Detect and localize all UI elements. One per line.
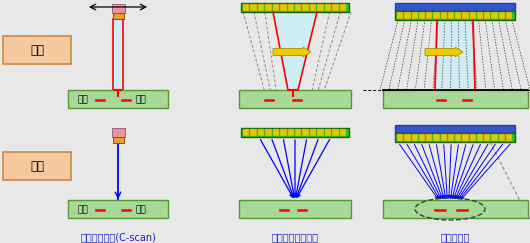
Bar xyxy=(251,129,257,136)
Text: 送信: 送信 xyxy=(30,43,44,57)
Bar xyxy=(426,12,432,19)
Bar xyxy=(243,4,250,11)
Text: 受信: 受信 xyxy=(30,159,44,173)
Bar xyxy=(112,137,123,143)
Bar xyxy=(477,12,483,19)
Bar xyxy=(426,134,432,141)
Bar xyxy=(3,36,71,64)
Bar xyxy=(241,128,349,137)
Bar xyxy=(404,134,411,141)
Bar xyxy=(3,152,71,180)
Text: 単眼プローブ(C-scan): 単眼プローブ(C-scan) xyxy=(80,232,156,242)
Bar xyxy=(340,129,346,136)
Bar xyxy=(295,129,302,136)
Bar xyxy=(280,4,287,11)
Bar xyxy=(112,13,123,19)
Bar xyxy=(340,4,346,11)
FancyArrow shape xyxy=(425,47,463,57)
Bar xyxy=(68,200,168,218)
Bar xyxy=(484,12,490,19)
Text: 欠陥: 欠陥 xyxy=(136,95,147,104)
Bar xyxy=(288,4,294,11)
Bar xyxy=(295,4,302,11)
Bar xyxy=(448,134,454,141)
Bar xyxy=(484,134,490,141)
Bar xyxy=(419,12,425,19)
Bar xyxy=(310,4,316,11)
Bar xyxy=(395,3,515,11)
Bar xyxy=(433,12,439,19)
Bar xyxy=(404,12,411,19)
Polygon shape xyxy=(113,19,123,90)
Bar xyxy=(258,129,264,136)
Polygon shape xyxy=(435,20,475,90)
Bar xyxy=(419,134,425,141)
Bar xyxy=(258,4,264,11)
Bar xyxy=(499,134,505,141)
Bar xyxy=(383,90,527,108)
Text: 開口合成法: 開口合成法 xyxy=(440,232,470,242)
Bar xyxy=(411,12,418,19)
Text: 欠陥: 欠陥 xyxy=(77,205,88,214)
Bar xyxy=(470,12,476,19)
Bar xyxy=(68,90,168,108)
Bar xyxy=(395,11,515,20)
Bar xyxy=(303,4,309,11)
Bar xyxy=(251,4,257,11)
Bar xyxy=(332,129,339,136)
Bar xyxy=(491,12,498,19)
Text: 欠陥: 欠陥 xyxy=(136,205,147,214)
Bar xyxy=(491,134,498,141)
Bar xyxy=(440,12,447,19)
Bar xyxy=(273,129,279,136)
Bar xyxy=(317,129,324,136)
Bar xyxy=(499,12,505,19)
Bar xyxy=(266,4,272,11)
Bar xyxy=(288,129,294,136)
Bar xyxy=(303,129,309,136)
Bar xyxy=(280,129,287,136)
Bar xyxy=(433,134,439,141)
Bar xyxy=(317,4,324,11)
Bar xyxy=(273,4,279,11)
Bar xyxy=(243,129,250,136)
Bar xyxy=(455,134,461,141)
Text: フェーズドアレイ: フェーズドアレイ xyxy=(271,232,319,242)
Bar xyxy=(266,129,272,136)
Bar xyxy=(455,12,461,19)
Bar xyxy=(239,90,351,108)
Bar xyxy=(462,134,469,141)
Bar xyxy=(111,128,125,137)
Text: 欠陥: 欠陥 xyxy=(77,95,88,104)
Bar xyxy=(395,125,515,133)
Polygon shape xyxy=(273,12,317,90)
Bar xyxy=(383,200,527,218)
Bar xyxy=(395,133,515,142)
Bar xyxy=(239,200,351,218)
Bar xyxy=(397,12,403,19)
Bar xyxy=(462,12,469,19)
Bar xyxy=(310,129,316,136)
Bar xyxy=(325,129,331,136)
Bar xyxy=(411,134,418,141)
Bar xyxy=(477,134,483,141)
Bar xyxy=(470,134,476,141)
FancyArrow shape xyxy=(273,47,311,57)
Bar xyxy=(111,4,125,13)
Bar xyxy=(397,134,403,141)
Bar xyxy=(241,3,349,12)
Bar xyxy=(325,4,331,11)
Bar xyxy=(506,134,512,141)
Bar xyxy=(506,12,512,19)
Bar xyxy=(332,4,339,11)
Bar xyxy=(448,12,454,19)
Bar xyxy=(440,134,447,141)
